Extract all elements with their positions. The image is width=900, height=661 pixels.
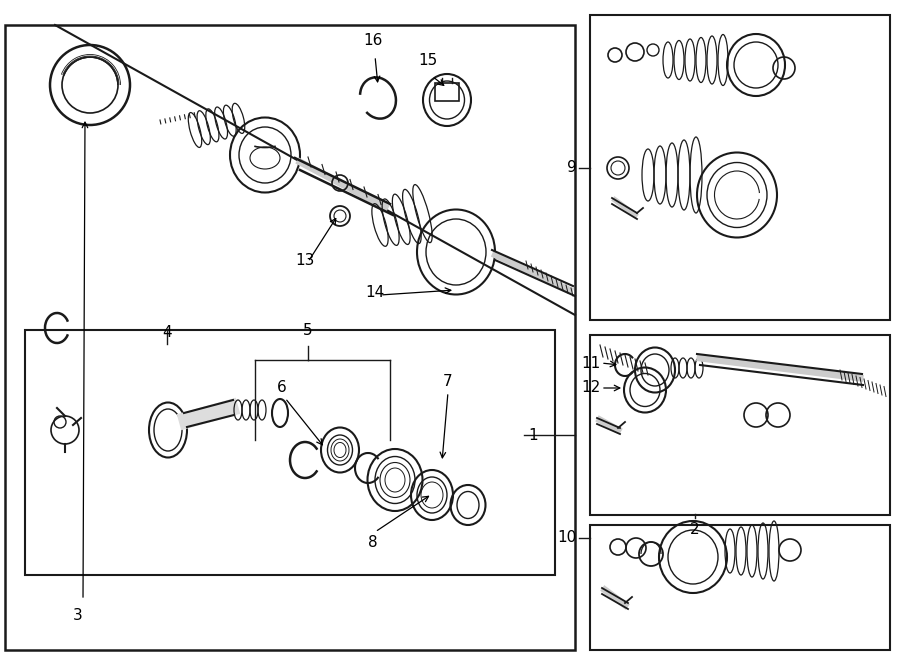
Text: 10: 10 <box>558 531 577 545</box>
Text: 6: 6 <box>277 381 287 395</box>
Text: 7: 7 <box>443 375 453 389</box>
Text: 15: 15 <box>418 53 437 68</box>
Bar <box>435 83 459 101</box>
Text: 5: 5 <box>303 323 313 338</box>
Text: 9: 9 <box>567 161 577 176</box>
Text: 14: 14 <box>365 285 384 300</box>
Text: 16: 16 <box>364 33 382 48</box>
Bar <box>590 15 890 320</box>
Bar <box>590 525 890 650</box>
Bar <box>590 335 890 515</box>
Bar <box>25 330 555 575</box>
Text: 8: 8 <box>368 535 378 550</box>
Text: 2: 2 <box>690 522 700 537</box>
Text: 13: 13 <box>295 253 315 268</box>
Text: 12: 12 <box>581 381 601 395</box>
Text: 1: 1 <box>528 428 537 442</box>
Text: 3: 3 <box>73 608 83 623</box>
Text: 11: 11 <box>581 356 601 371</box>
Text: 4: 4 <box>162 325 172 340</box>
Bar <box>5 25 575 650</box>
